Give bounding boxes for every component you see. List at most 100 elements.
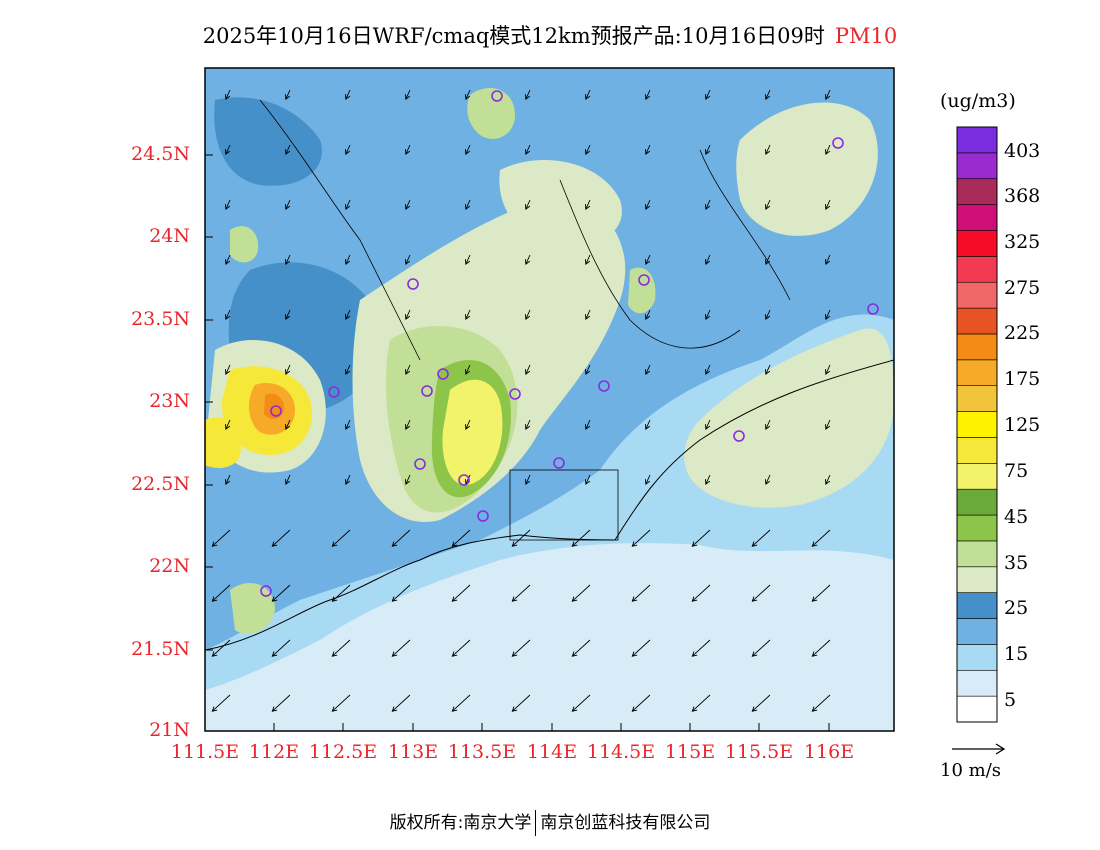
wind-arrow bbox=[765, 199, 771, 210]
wind-arrowhead bbox=[705, 369, 711, 375]
wind-arrow bbox=[751, 639, 771, 657]
wind-arrow bbox=[465, 419, 471, 430]
wind-arrowhead bbox=[465, 314, 471, 320]
city-boundary bbox=[509, 469, 619, 541]
wind-arrowhead bbox=[451, 706, 458, 712]
wind-arrow bbox=[465, 144, 471, 155]
lat-label: 23N bbox=[149, 390, 190, 412]
wind-arrowhead bbox=[525, 314, 531, 320]
lon-label: 112.5E bbox=[308, 741, 378, 763]
wind-arrowhead bbox=[825, 479, 831, 485]
wind-arrowhead bbox=[765, 259, 771, 265]
wind-arrow bbox=[465, 89, 471, 100]
wind-arrow bbox=[705, 89, 711, 100]
station-marker bbox=[437, 368, 449, 380]
lon-label: 114.5E bbox=[586, 741, 656, 763]
colorbar-level-label: 5 bbox=[1004, 689, 1017, 711]
wind-arrow bbox=[271, 694, 291, 712]
wind-arrowhead bbox=[705, 314, 711, 320]
wind-arrowhead bbox=[465, 424, 471, 430]
colorbar-swatch bbox=[956, 669, 998, 697]
wind-arrow bbox=[585, 309, 591, 320]
colorbar-swatch bbox=[956, 488, 998, 516]
wind-arrowhead bbox=[765, 479, 771, 485]
wind-arrowhead bbox=[631, 651, 638, 657]
colorbar-swatch bbox=[956, 540, 998, 568]
wind-arrow bbox=[825, 144, 831, 155]
colorbar-level-label: 325 bbox=[1004, 231, 1041, 253]
wind-arrow bbox=[765, 254, 771, 265]
colorbar-swatch bbox=[956, 618, 998, 645]
wind-arrowhead bbox=[225, 314, 231, 320]
station-marker bbox=[832, 137, 844, 149]
wind-arrowhead bbox=[705, 204, 711, 210]
station-marker bbox=[491, 90, 503, 102]
wind-reference-label: 10 m/s bbox=[940, 760, 1001, 781]
wind-arrow bbox=[811, 639, 831, 657]
wind-arrowhead bbox=[211, 651, 218, 657]
wind-arrowhead bbox=[345, 94, 351, 100]
wind-arrowhead bbox=[525, 479, 531, 485]
wind-arrowhead bbox=[465, 259, 471, 265]
wind-arrowhead bbox=[825, 314, 831, 320]
wind-arrowhead bbox=[765, 94, 771, 100]
wind-arrowhead bbox=[825, 149, 831, 155]
wind-arrow bbox=[405, 364, 411, 375]
wind-arrow bbox=[225, 309, 231, 320]
lon-label: 115.5E bbox=[724, 741, 794, 763]
wind-arrowhead bbox=[285, 479, 291, 485]
wind-arrowhead bbox=[811, 596, 818, 602]
wind-arrow bbox=[691, 694, 711, 712]
wind-arrow bbox=[705, 199, 711, 210]
wind-arrow bbox=[465, 364, 471, 375]
wind-arrowhead bbox=[345, 369, 351, 375]
wind-arrow bbox=[525, 364, 531, 375]
wind-arrow bbox=[511, 694, 531, 712]
wind-arrowhead bbox=[405, 94, 411, 100]
colorbar bbox=[956, 126, 998, 723]
wind-arrow bbox=[825, 419, 831, 430]
lon-label: 115E bbox=[664, 741, 716, 763]
wind-arrowhead bbox=[451, 596, 458, 602]
wind-arrowhead bbox=[405, 314, 411, 320]
wind-arrowhead bbox=[585, 424, 591, 430]
wind-arrow bbox=[765, 364, 771, 375]
lat-label: 24N bbox=[149, 225, 190, 247]
wind-arrow bbox=[285, 199, 291, 210]
colorbar-swatch bbox=[956, 592, 998, 619]
wind-arrow bbox=[571, 639, 591, 657]
wind-arrowhead bbox=[511, 541, 518, 547]
wind-arrow bbox=[525, 144, 531, 155]
wind-arrow bbox=[585, 419, 591, 430]
wind-arrow bbox=[645, 419, 651, 430]
wind-arrowhead bbox=[645, 479, 651, 485]
station-marker bbox=[421, 385, 433, 397]
wind-arrow bbox=[391, 584, 411, 602]
wind-arrowhead bbox=[525, 204, 531, 210]
lat-label: 23.5N bbox=[131, 308, 190, 330]
wind-arrowhead bbox=[285, 94, 291, 100]
wind-arrow bbox=[285, 309, 291, 320]
station-markers bbox=[260, 90, 879, 597]
colorbar-level-label: 175 bbox=[1004, 368, 1041, 390]
wind-arrow bbox=[571, 694, 591, 712]
wind-arrow bbox=[765, 89, 771, 100]
wind-arrow bbox=[705, 364, 711, 375]
colorbar-swatch bbox=[956, 644, 998, 671]
wind-arrowhead bbox=[691, 541, 698, 547]
wind-arrowhead bbox=[825, 94, 831, 100]
wind-arrowhead bbox=[405, 424, 411, 430]
colorbar-swatch bbox=[956, 385, 998, 412]
wind-arrow bbox=[451, 529, 471, 547]
colorbar-swatch bbox=[956, 230, 998, 257]
wind-arrowhead bbox=[211, 541, 218, 547]
wind-arrow bbox=[345, 474, 351, 485]
wind-arrow bbox=[585, 89, 591, 100]
colorbar-level-label: 403 bbox=[1004, 140, 1041, 162]
wind-arrow bbox=[645, 144, 651, 155]
lat-label: 22N bbox=[149, 555, 190, 577]
wind-arrowhead bbox=[691, 706, 698, 712]
lon-label: 116E bbox=[803, 741, 855, 763]
wind-arrowhead bbox=[285, 369, 291, 375]
colorbar-swatch bbox=[956, 695, 998, 723]
